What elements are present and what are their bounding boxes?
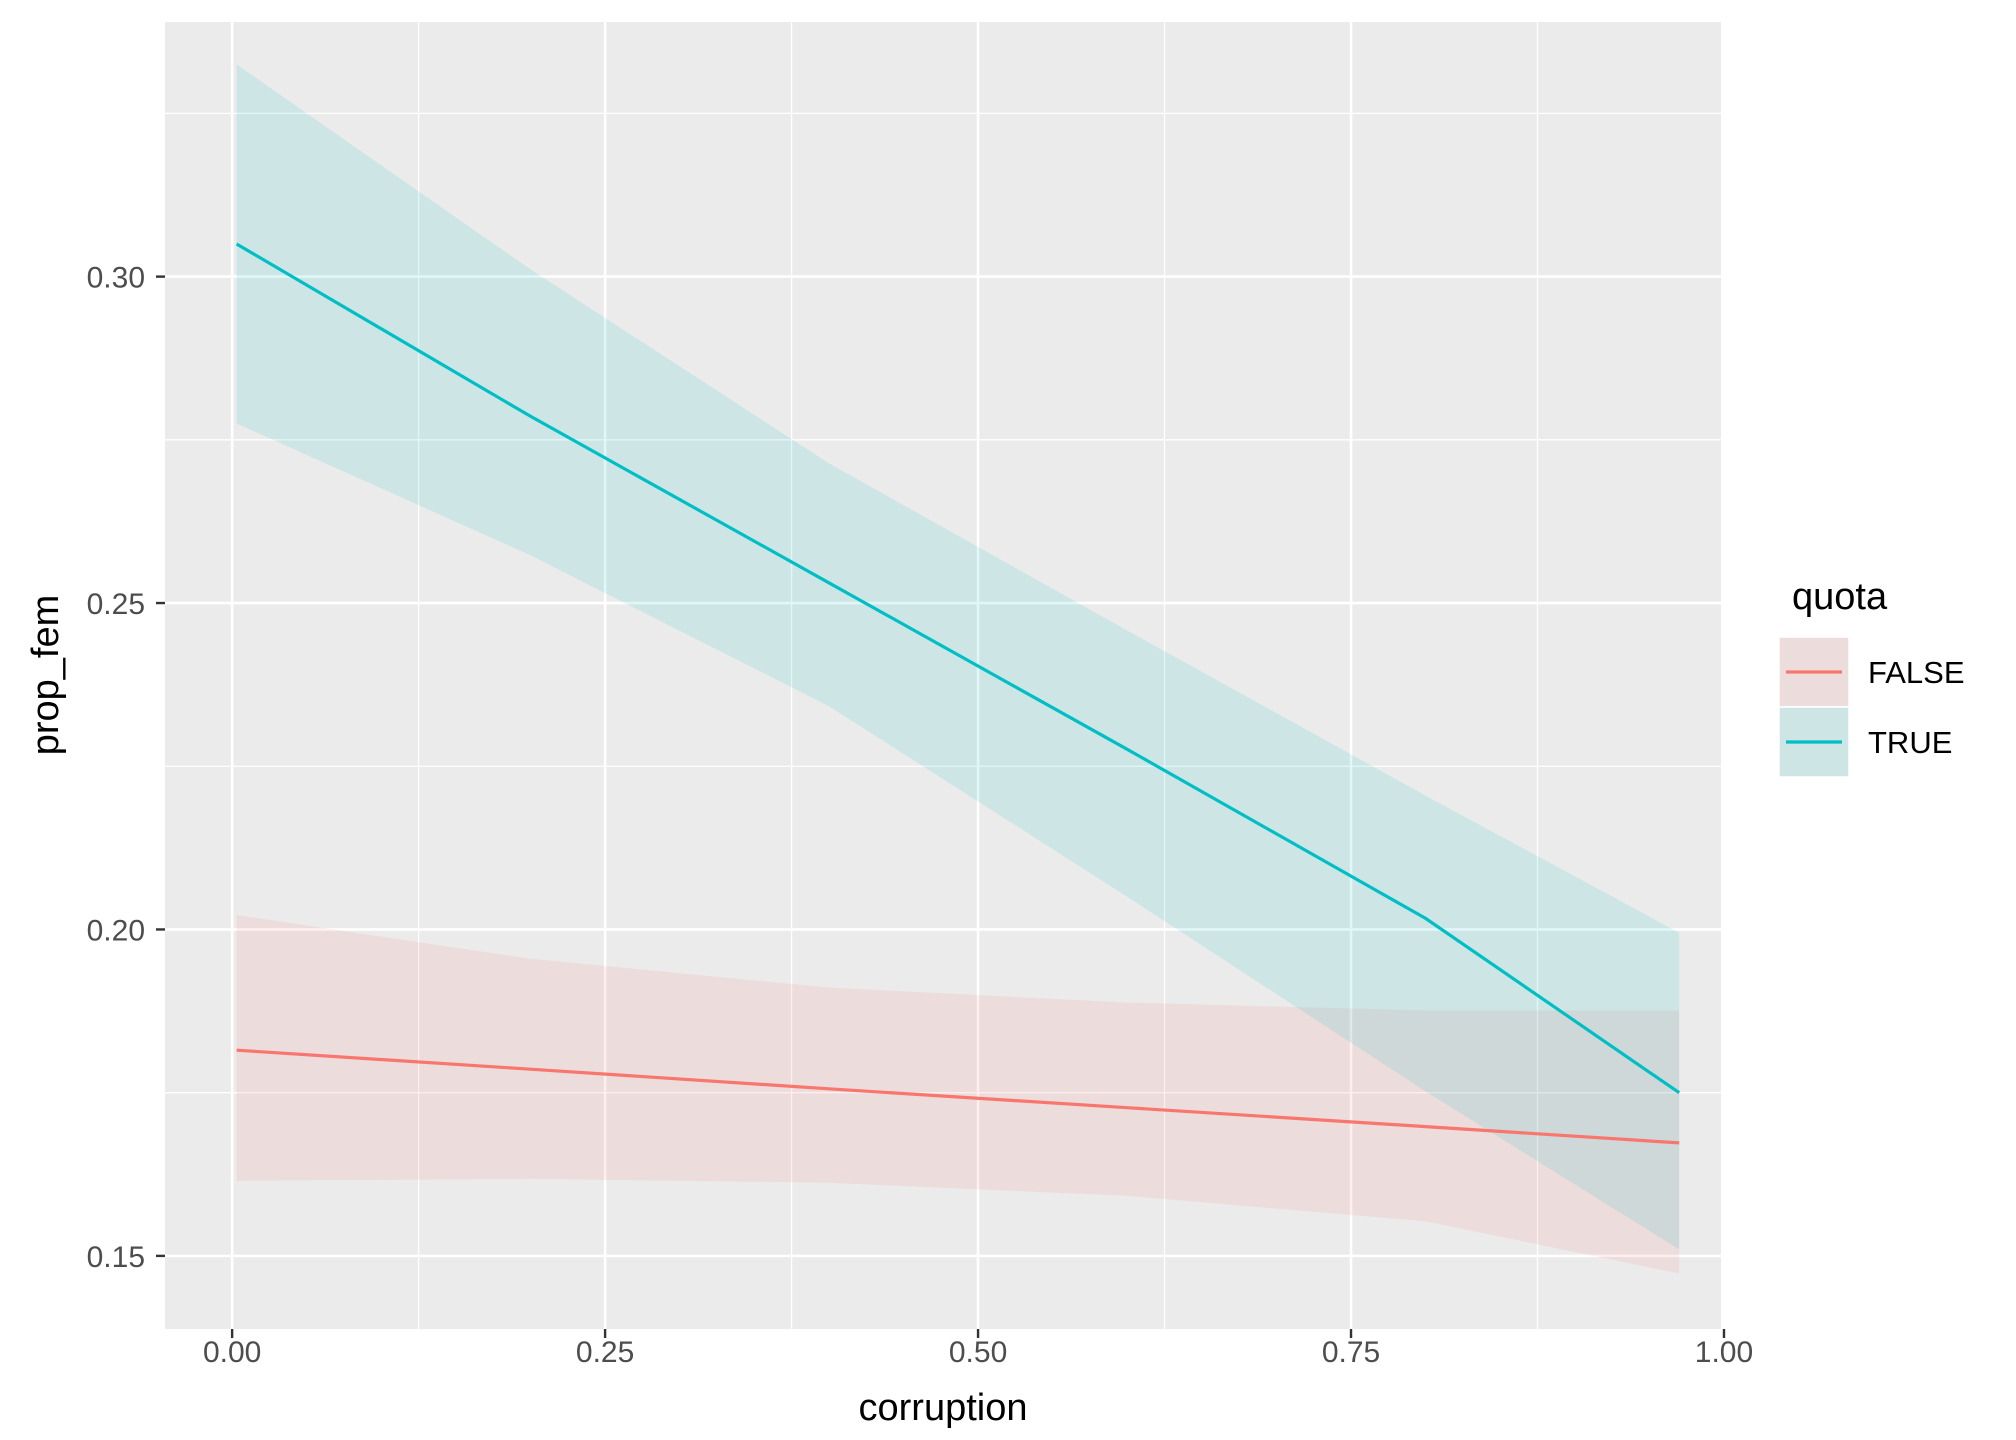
y-tick-label: 0.15	[87, 1241, 145, 1274]
confidence-ribbons	[236, 64, 1680, 1274]
plot-panel	[165, 22, 1721, 1329]
x-tick-label: 0.75	[1322, 1336, 1380, 1369]
x-tick-label: 0.50	[949, 1336, 1007, 1369]
x-tick-label: 0.00	[203, 1336, 261, 1369]
legend-keys: FALSE TRUE	[1778, 636, 1965, 778]
x-axis: 0.00 0.25 0.50 0.75 1.00	[203, 1329, 1753, 1369]
legend: quota FALSE TRUE	[1778, 576, 1965, 778]
legend-label-false: FALSE	[1868, 655, 1965, 690]
y-tick-label: 0.30	[87, 262, 145, 295]
confidence-ribbon-true	[236, 64, 1680, 1250]
grid-major	[165, 22, 1726, 1329]
series-line-true	[235, 242, 1681, 1095]
y-tick-label: 0.25	[87, 588, 145, 621]
y-axis: 0.15 0.20 0.25 0.30	[87, 262, 165, 1274]
x-axis-title: corruption	[859, 1387, 1028, 1429]
series-line-false	[236, 1048, 1680, 1145]
y-axis-title: prop_fem	[25, 595, 67, 756]
x-tick-label: 1.00	[1695, 1336, 1753, 1369]
confidence-ribbon-false	[236, 915, 1680, 1274]
legend-label-true: TRUE	[1868, 725, 1952, 760]
legend-title: quota	[1792, 576, 1888, 618]
x-tick-label: 0.25	[576, 1336, 634, 1369]
y-tick-label: 0.20	[87, 914, 145, 947]
series-lines	[235, 242, 1681, 1145]
grid-minor	[165, 22, 1721, 1329]
